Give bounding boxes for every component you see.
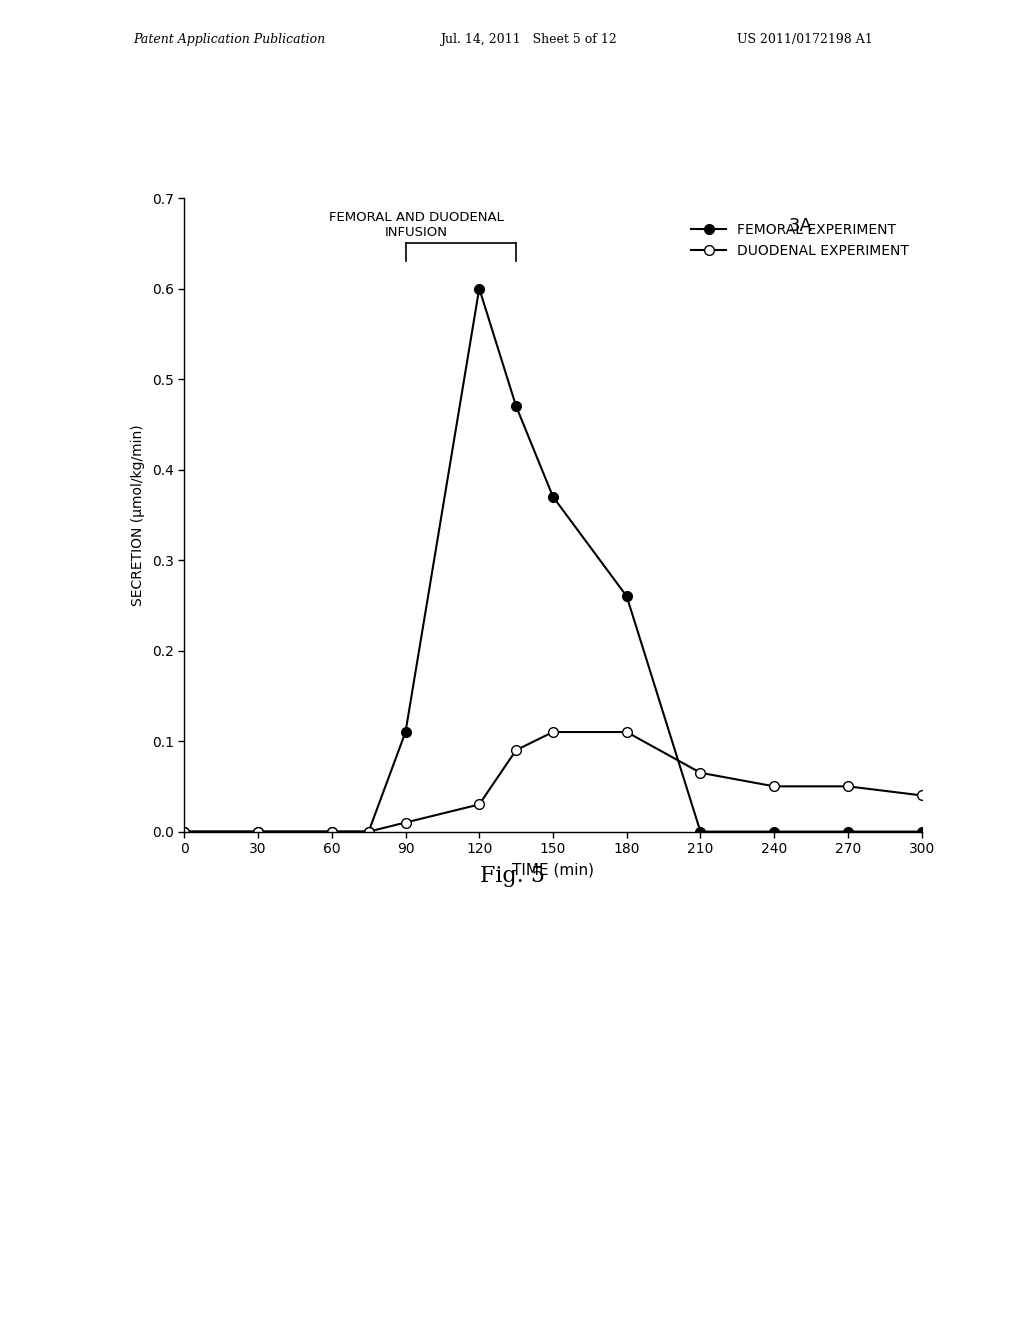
FEMORAL EXPERIMENT [842, 824, 854, 840]
Text: US 2011/0172198 A1: US 2011/0172198 A1 [737, 33, 873, 46]
Legend: FEMORAL EXPERIMENT, DUODENAL EXPERIMENT: FEMORAL EXPERIMENT, DUODENAL EXPERIMENT [686, 218, 914, 264]
FEMORAL EXPERIMENT [326, 824, 338, 840]
DUODENAL EXPERIMENT [768, 779, 780, 795]
FEMORAL EXPERIMENT [252, 824, 264, 840]
DUODENAL EXPERIMENT [842, 779, 854, 795]
Text: Jul. 14, 2011   Sheet 5 of 12: Jul. 14, 2011 Sheet 5 of 12 [440, 33, 617, 46]
FEMORAL EXPERIMENT [473, 281, 485, 297]
Line: FEMORAL EXPERIMENT: FEMORAL EXPERIMENT [179, 284, 927, 837]
DUODENAL EXPERIMENT [915, 788, 928, 804]
FEMORAL EXPERIMENT [399, 725, 412, 741]
Y-axis label: SECRETION (μmol/kg/min): SECRETION (μmol/kg/min) [131, 424, 145, 606]
FEMORAL EXPERIMENT [178, 824, 190, 840]
Text: FEMORAL AND DUODENAL
INFUSION: FEMORAL AND DUODENAL INFUSION [329, 211, 504, 239]
DUODENAL EXPERIMENT [399, 814, 412, 830]
DUODENAL EXPERIMENT [326, 824, 338, 840]
DUODENAL EXPERIMENT [473, 796, 485, 812]
DUODENAL EXPERIMENT [510, 742, 522, 758]
Text: 3A: 3A [788, 216, 813, 235]
FEMORAL EXPERIMENT [694, 824, 707, 840]
FEMORAL EXPERIMENT [547, 488, 559, 504]
FEMORAL EXPERIMENT [510, 399, 522, 414]
DUODENAL EXPERIMENT [252, 824, 264, 840]
X-axis label: TIME (min): TIME (min) [512, 863, 594, 878]
DUODENAL EXPERIMENT [547, 725, 559, 741]
FEMORAL EXPERIMENT [915, 824, 928, 840]
FEMORAL EXPERIMENT [362, 824, 375, 840]
DUODENAL EXPERIMENT [694, 764, 707, 780]
DUODENAL EXPERIMENT [362, 824, 375, 840]
DUODENAL EXPERIMENT [178, 824, 190, 840]
Text: Patent Application Publication: Patent Application Publication [133, 33, 326, 46]
Line: DUODENAL EXPERIMENT: DUODENAL EXPERIMENT [179, 727, 927, 837]
FEMORAL EXPERIMENT [621, 589, 633, 605]
FEMORAL EXPERIMENT [768, 824, 780, 840]
Text: Fig. 5: Fig. 5 [479, 865, 545, 887]
DUODENAL EXPERIMENT [621, 725, 633, 741]
